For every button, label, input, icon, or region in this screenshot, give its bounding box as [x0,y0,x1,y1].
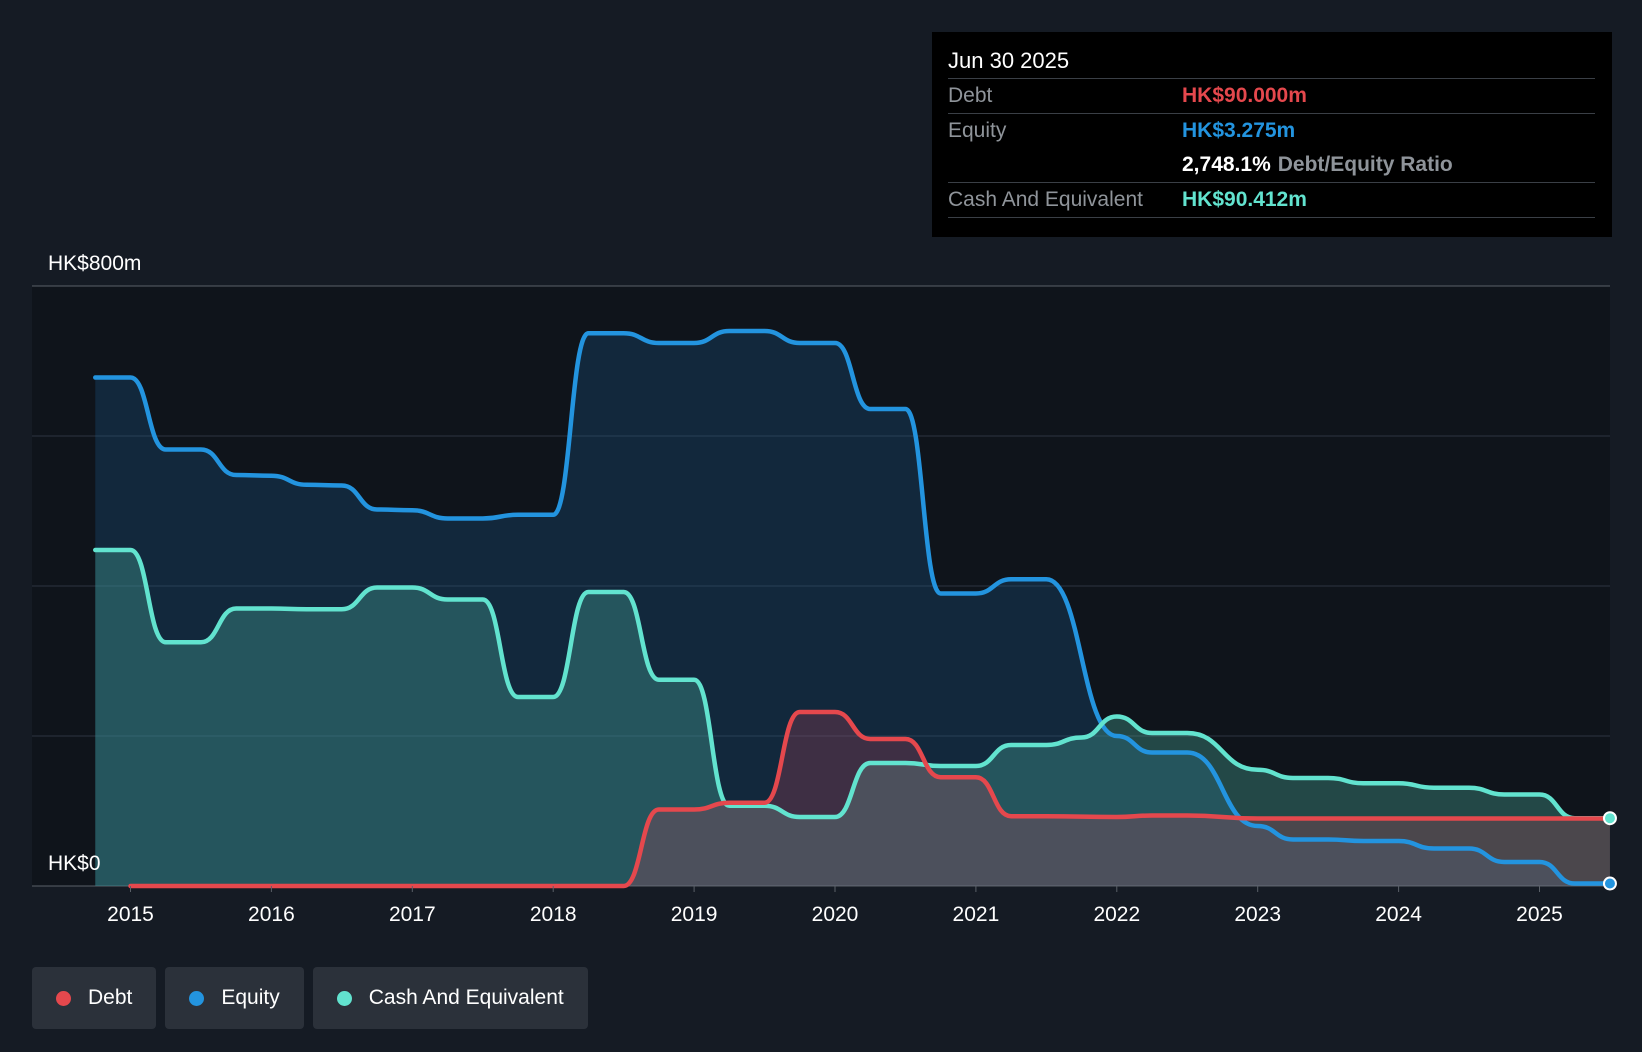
x-tick-label: 2020 [812,903,859,926]
tooltip-equity-value: HK$3.275m [1182,119,1296,142]
legend-label-debt: Debt [88,986,133,1009]
series-endpoints [1602,811,1617,891]
tooltip-ratio-value: 2,748.1% [1182,153,1271,176]
line-cash [93,547,1613,821]
tooltip-cash-label: Cash And Equivalent [948,188,1143,211]
x-tick-label: 2025 [1516,903,1563,926]
legend-item-debt[interactable]: Debt [32,967,157,1029]
tooltip-equity-label: Equity [948,119,1007,142]
endpoint-equity [1602,876,1617,891]
series-lines [93,328,1613,889]
tooltip-ratio-label: Debt/Equity Ratio [1277,153,1453,176]
legend: Debt Equity Cash And Equivalent [32,967,588,1029]
tooltip-debt-value: HK$90.000m [1182,84,1307,107]
endpoint-cash [1602,811,1617,826]
y-label-bottom: HK$0 [48,852,101,875]
x-tick-label: 2023 [1234,903,1281,926]
legend-dot-cash [336,990,352,1006]
tooltip-ratio-row: 2,748.1% Debt/Equity Ratio [948,148,1595,183]
line-debt [128,709,1613,889]
y-label-top: HK$800m [48,252,141,275]
data-tooltip: Jun 30 2025 Debt HK$90.000m Equity HK$3.… [932,32,1612,237]
x-tick-label: 2021 [953,903,1000,926]
area-debt [130,712,1610,886]
x-tick-label: 2018 [530,903,577,926]
tooltip-date: Jun 30 2025 [948,46,1595,79]
x-axis-ticks: 2015 2016 2017 2018 2019 2020 2021 2022 2023 2024… [107,886,1563,926]
tooltip-cash-value: HK$90.412m [1182,188,1307,211]
legend-item-equity[interactable]: Equity [165,967,304,1029]
x-tick-label: 2016 [248,903,295,926]
x-tick-label: 2022 [1093,903,1140,926]
x-tick-label: 2019 [671,903,718,926]
x-tick-label: 2024 [1375,903,1422,926]
area-equity [95,331,1610,886]
x-tick-label: 2015 [107,903,154,926]
tooltip-debt-row: Debt HK$90.000m [948,79,1595,114]
legend-label-equity: Equity [221,986,280,1009]
x-tick-label: 2017 [389,903,436,926]
legend-item-cash[interactable]: Cash And Equivalent [312,967,588,1029]
tooltip-debt-label: Debt [948,84,993,107]
tooltip-cash-row: Cash And Equivalent HK$90.412m [948,183,1595,218]
tooltip-equity-row: Equity HK$3.275m [948,114,1595,148]
legend-label-cash: Cash And Equivalent [368,986,564,1009]
legend-dot-equity [189,990,205,1006]
line-equity [93,328,1613,886]
legend-dot-debt [56,990,71,1006]
